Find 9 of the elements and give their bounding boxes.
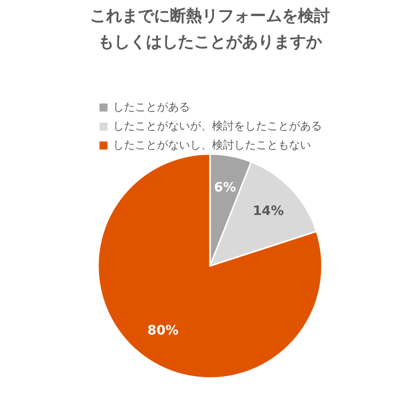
legend-label: したことがある — [113, 100, 190, 114]
text: これまでに断熱リフォームを検討 — [90, 6, 330, 25]
legend-label: したことがないし、検討したこともない — [113, 138, 311, 152]
pie-slice — [97, 153, 323, 379]
data-label: 80% — [147, 324, 179, 339]
text: もしくはしたことがありますか — [98, 32, 322, 51]
data-label: 14% — [252, 204, 284, 220]
legend-label: したことがないが、検討をしたことがある — [113, 120, 322, 132]
data-label: 6% — [214, 180, 236, 196]
